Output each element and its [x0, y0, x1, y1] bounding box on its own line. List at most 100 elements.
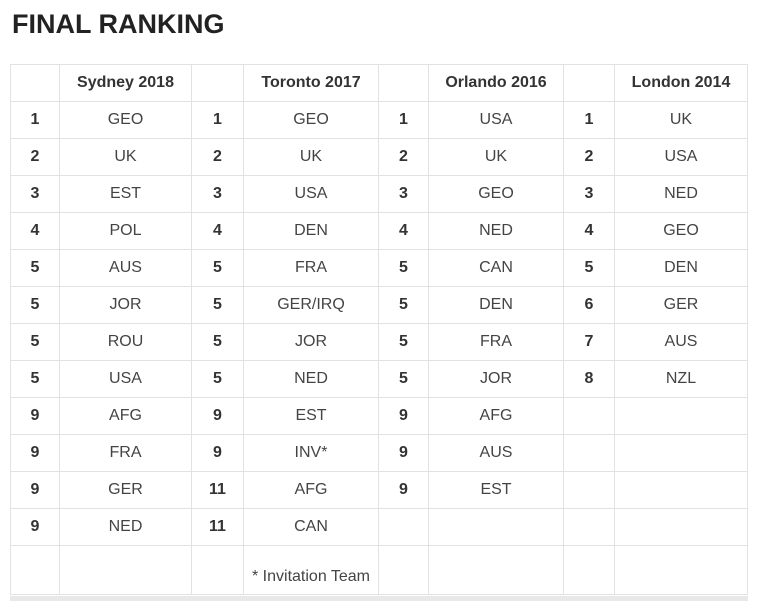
table-row: 3 EST 3 USA 3 GEO 3 NED	[10, 175, 748, 213]
team-cell: UK	[428, 138, 564, 176]
table-row: 9 FRA 9 INV* 9 AUS	[10, 434, 748, 472]
rank-cell: 2	[378, 138, 429, 176]
rank-cell: 11	[191, 471, 244, 509]
rank-cell: 4	[10, 212, 60, 250]
rank-cell: 3	[378, 175, 429, 213]
table-row: 5 AUS 5 FRA 5 CAN 5 DEN	[10, 249, 748, 287]
team-cell	[428, 508, 564, 546]
team-cell: AUS	[614, 323, 748, 361]
rank-cell: 2	[191, 138, 244, 176]
rank-cell: 2	[563, 138, 615, 176]
team-cell: DEN	[614, 249, 748, 287]
team-cell: EST	[59, 175, 192, 213]
rank-cell: 5	[191, 249, 244, 287]
rank-cell: 4	[378, 212, 429, 250]
team-cell: JOR	[428, 360, 564, 398]
team-cell	[614, 397, 748, 435]
table-row: 1 GEO 1 GEO 1 USA 1 UK	[10, 101, 748, 139]
team-cell: JOR	[243, 323, 379, 361]
table-row: 5 USA 5 NED 5 JOR 8 NZL	[10, 360, 748, 398]
team-cell: AFG	[243, 471, 379, 509]
rank-cell: 5	[191, 360, 244, 398]
table-row: 5 JOR 5 GER/IRQ 5 DEN 6 GER	[10, 286, 748, 324]
rank-cell: 9	[10, 434, 60, 472]
rank-cell: 9	[10, 397, 60, 435]
event-header: Orlando 2016	[428, 64, 564, 102]
rank-cell	[563, 434, 615, 472]
team-cell: AUS	[428, 434, 564, 472]
team-cell: UK	[243, 138, 379, 176]
team-cell: GER	[59, 471, 192, 509]
rank-cell	[378, 508, 429, 546]
rank-cell: 11	[191, 508, 244, 546]
header-row: Sydney 2018 Toronto 2017 Orlando 2016 Lo…	[10, 64, 748, 102]
team-cell: AFG	[428, 397, 564, 435]
table-row: 2 UK 2 UK 2 UK 2 USA	[10, 138, 748, 176]
team-cell: JOR	[59, 286, 192, 324]
rank-cell: 5	[563, 249, 615, 287]
rank-cell: 1	[10, 101, 60, 139]
rank-cell	[563, 471, 615, 509]
table-row: 5 ROU 5 JOR 5 FRA 7 AUS	[10, 323, 748, 361]
team-cell	[614, 471, 748, 509]
team-cell: FRA	[243, 249, 379, 287]
rank-cell: 5	[378, 249, 429, 287]
table-row: 9 AFG 9 EST 9 AFG	[10, 397, 748, 435]
team-cell: POL	[59, 212, 192, 250]
team-cell: NZL	[614, 360, 748, 398]
team-cell: EST	[243, 397, 379, 435]
team-cell: GER	[614, 286, 748, 324]
rank-cell	[563, 397, 615, 435]
team-cell: FRA	[59, 434, 192, 472]
rank-cell: 9	[378, 397, 429, 435]
rank-cell: 9	[10, 508, 60, 546]
rank-cell: 4	[563, 212, 615, 250]
rank-header-cell	[10, 64, 60, 102]
rank-cell: 5	[378, 360, 429, 398]
rank-cell: 9	[191, 397, 244, 435]
team-cell: GER/IRQ	[243, 286, 379, 324]
rank-cell: 9	[378, 434, 429, 472]
table-row: 9 GER 11 AFG 9 EST	[10, 471, 748, 509]
bottom-border	[10, 596, 748, 601]
team-cell: NED	[428, 212, 564, 250]
team-cell: NED	[243, 360, 379, 398]
table-row: 4 POL 4 DEN 4 NED 4 GEO	[10, 212, 748, 250]
rank-cell: 5	[10, 286, 60, 324]
footnote-row: * Invitation Team	[10, 559, 748, 595]
rank-cell: 5	[378, 323, 429, 361]
team-cell: DEN	[243, 212, 379, 250]
rank-cell: 7	[563, 323, 615, 361]
team-cell: UK	[59, 138, 192, 176]
team-cell: NED	[59, 508, 192, 546]
rank-cell: 3	[191, 175, 244, 213]
team-cell: DEN	[428, 286, 564, 324]
rank-cell: 9	[10, 471, 60, 509]
rank-cell: 5	[378, 286, 429, 324]
team-cell: FRA	[428, 323, 564, 361]
table-row: 9 NED 11 CAN	[10, 508, 748, 546]
team-cell: GEO	[428, 175, 564, 213]
team-cell: USA	[59, 360, 192, 398]
rank-cell: 9	[191, 434, 244, 472]
team-cell: UK	[614, 101, 748, 139]
rank-cell: 5	[191, 323, 244, 361]
rank-cell: 4	[191, 212, 244, 250]
ranking-table: Sydney 2018 Toronto 2017 Orlando 2016 Lo…	[10, 64, 748, 595]
rank-cell: 3	[10, 175, 60, 213]
team-cell: USA	[243, 175, 379, 213]
rank-header-cell	[191, 64, 244, 102]
spacer-row	[10, 545, 748, 559]
team-cell: USA	[614, 138, 748, 176]
event-header: Toronto 2017	[243, 64, 379, 102]
rank-cell: 5	[10, 249, 60, 287]
rank-cell: 1	[378, 101, 429, 139]
rank-cell: 8	[563, 360, 615, 398]
team-cell	[614, 434, 748, 472]
team-cell: AFG	[59, 397, 192, 435]
team-cell: CAN	[428, 249, 564, 287]
footnote: * Invitation Team	[243, 559, 379, 595]
page-title: FINAL RANKING	[12, 9, 225, 39]
rank-cell: 5	[10, 323, 60, 361]
rank-cell: 3	[563, 175, 615, 213]
